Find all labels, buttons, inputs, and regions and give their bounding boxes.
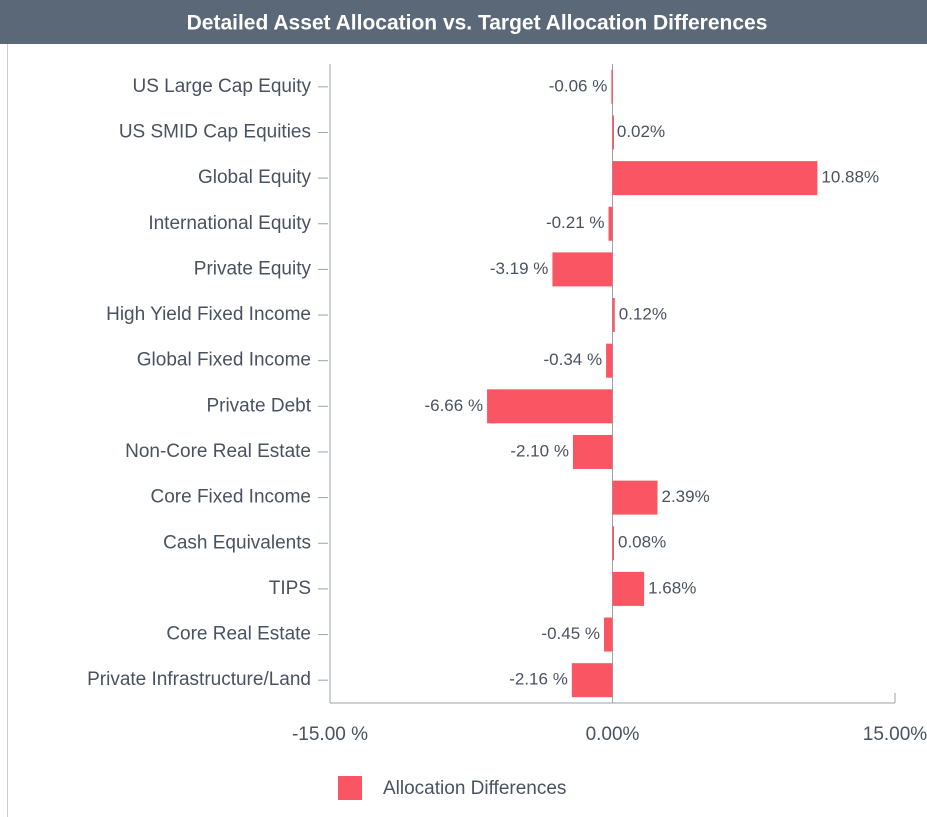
x-tick-label: 0.00%	[586, 724, 640, 745]
value-label: 0.08%	[618, 533, 666, 552]
value-label: -3.19 %	[490, 259, 549, 278]
y-tick-label: US Large Cap Equity	[133, 76, 312, 97]
y-tick-label: High Yield Fixed Income	[106, 304, 311, 325]
y-tick-label: Non-Core Real Estate	[125, 441, 311, 462]
value-label: -6.66 %	[424, 396, 483, 415]
y-tick-label: Global Equity	[198, 167, 312, 188]
y-tick-label: Cash Equivalents	[163, 532, 311, 553]
value-label: -0.06 %	[549, 76, 608, 95]
y-tick-label: Global Fixed Income	[137, 350, 311, 371]
y-tick-label: TIPS	[269, 578, 311, 599]
value-label: -0.45 %	[541, 624, 600, 643]
legend-label: Allocation Differences	[383, 778, 566, 799]
bar	[608, 206, 613, 241]
legend-swatch	[338, 776, 362, 800]
bar	[604, 617, 613, 652]
y-tick-label: US SMID Cap Equities	[119, 121, 311, 142]
bar	[606, 343, 613, 378]
value-label: -2.10 %	[510, 441, 569, 460]
y-tick-label: Core Real Estate	[166, 624, 311, 645]
bar	[611, 69, 613, 104]
value-label: -0.34 %	[544, 350, 603, 369]
value-label: 2.39%	[662, 487, 710, 506]
bar	[612, 571, 645, 606]
bar	[612, 115, 614, 150]
bar	[612, 526, 615, 561]
x-tick-label: -15.00 %	[292, 724, 368, 745]
y-tick-label: Private Debt	[206, 395, 311, 416]
value-label: 10.88%	[821, 168, 879, 187]
chart-title: Detailed Asset Allocation vs. Target All…	[187, 12, 768, 35]
y-tick-label: International Equity	[148, 213, 311, 234]
y-tick-label: Private Equity	[194, 258, 312, 279]
value-label: -2.16 %	[509, 670, 568, 689]
bar	[612, 298, 615, 333]
y-tick-label: Core Fixed Income	[150, 487, 311, 508]
title-bar	[0, 0, 927, 44]
bar	[487, 389, 613, 424]
x-tick-label: 15.00%	[863, 724, 927, 745]
bar	[552, 252, 613, 287]
bar	[612, 161, 818, 196]
value-label: 1.68%	[648, 578, 696, 597]
value-label: 0.02%	[617, 122, 665, 141]
bar	[572, 434, 613, 469]
y-tick-label: Private Infrastructure/Land	[87, 669, 311, 690]
bar	[571, 663, 613, 698]
value-label: 0.12%	[619, 305, 667, 324]
bar	[612, 480, 658, 515]
value-label: -0.21 %	[546, 213, 605, 232]
